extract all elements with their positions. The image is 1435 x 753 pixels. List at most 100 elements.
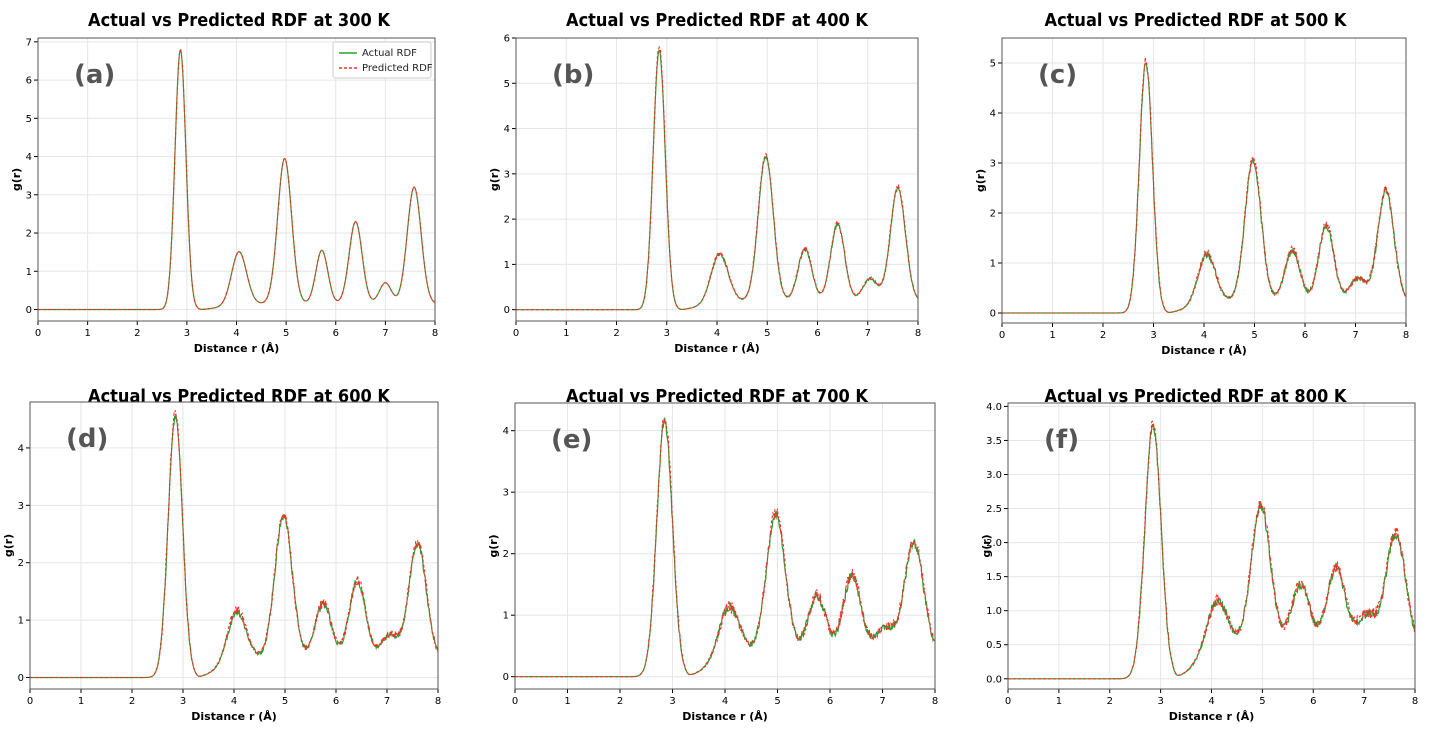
x-tick-label: 1 (564, 696, 570, 707)
y-tick-label: 4 (990, 109, 996, 120)
y-tick-label: 2 (18, 558, 24, 569)
y-tick-label: 4 (503, 426, 509, 437)
panel-tag: (a) (74, 60, 115, 90)
chart-title: Actual vs Predicted RDF at 700 K (566, 386, 868, 407)
y-tick-label: 1 (504, 260, 510, 271)
x-tick-label: 6 (1302, 330, 1308, 341)
x-tick-label: 4 (1208, 696, 1214, 707)
y-tick-label: 4 (18, 443, 24, 454)
x-tick-label: 1 (1056, 696, 1062, 707)
x-tick-label: 8 (915, 328, 921, 339)
x-tick-label: 8 (435, 696, 441, 707)
predicted-rdf-series (30, 410, 439, 679)
y-tick-label: 3 (990, 159, 996, 170)
chart-panel-c: Actual vs Predicted RDF at 500 K 0 1 2 3 4 5 6… (956, 0, 1435, 376)
x-tick-label: 7 (1352, 330, 1358, 341)
y-tick-label: 0 (26, 305, 32, 316)
x-tick-label: 3 (184, 328, 190, 339)
x-tick-label: 6 (1310, 696, 1316, 707)
y-tick-label: 0.0 (986, 674, 1002, 685)
x-tick-label: 1 (563, 328, 569, 339)
x-tick-label: 7 (865, 328, 871, 339)
x-tick-label: 6 (333, 696, 339, 707)
x-tick-label: 7 (384, 696, 390, 707)
x-tick-label: 1 (78, 696, 84, 707)
x-tick-label: 7 (879, 696, 885, 707)
chart-title: Actual vs Predicted RDF at 400 K (566, 10, 868, 31)
y-tick-label: 6 (26, 76, 32, 87)
x-axis-label: Distance r (Å) (194, 342, 280, 355)
x-tick-label: 2 (1107, 696, 1113, 707)
y-tick-label: 5 (504, 79, 510, 90)
x-tick-label: 4 (233, 328, 239, 339)
y-tick-label: 0 (18, 673, 24, 684)
y-tick-label: 3.0 (986, 470, 1002, 481)
y-tick-label: 2 (503, 549, 509, 560)
y-tick-label: 2.5 (986, 504, 1002, 515)
y-tick-label: 0 (990, 309, 996, 320)
y-tick-label: 6 (504, 34, 510, 45)
y-tick-label: 1 (503, 611, 509, 622)
plot-frame (1007, 402, 1416, 690)
x-axis-label: Distance r (Å) (682, 710, 768, 723)
y-tick-label: 0 (503, 672, 509, 683)
plot-frame (515, 37, 919, 322)
panel-tag: (e) (551, 425, 592, 455)
y-tick-label: 3 (503, 488, 509, 499)
legend-label-actual: Actual RDF (362, 48, 417, 59)
x-tick-label: 3 (1150, 330, 1156, 341)
y-tick-label: 2.0 (986, 538, 1002, 549)
x-tick-label: 6 (827, 696, 833, 707)
x-tick-label: 2 (617, 696, 623, 707)
y-tick-label: 5 (990, 59, 996, 70)
x-tick-label: 0 (513, 328, 519, 339)
x-tick-label: 2 (613, 328, 619, 339)
plot-frame (514, 402, 936, 690)
predicted-rdf-series (38, 49, 436, 311)
chart-panel-f: Actual vs Predicted RDF at 800 K 0 1 2 3 4 5 6… (956, 376, 1435, 753)
legend-label-predicted: Predicted RDF (362, 63, 433, 74)
x-tick-label: 0 (512, 696, 518, 707)
y-tick-label: 4 (504, 124, 510, 135)
x-tick-label: 1 (84, 328, 90, 339)
plot-frame (1001, 37, 1407, 324)
x-tick-label: 1 (1049, 330, 1055, 341)
chart-plot: 0 1 2 3 4 5 6 7 8 0 1 2 3 4 5 6 Distance r (Å) g(r) (b) (488, 34, 921, 356)
plot-frame (37, 37, 436, 322)
x-tick-label: 0 (1005, 696, 1011, 707)
chart-panel-b: Actual vs Predicted RDF at 400 K 0 1 2 3 4 5 6… (478, 0, 956, 376)
y-tick-label: 5 (26, 114, 32, 125)
chart-panel-e: Actual vs Predicted RDF at 700 K 0 1 2 3 4 5 6… (478, 376, 956, 753)
chart-plot: 0 1 2 3 4 5 6 7 8 0 1 2 3 4 Distance r (Å) g(r) (d) (2, 401, 441, 723)
y-tick-label: 2 (26, 229, 32, 240)
x-tick-label: 0 (35, 328, 41, 339)
predicted-rdf-series (515, 419, 935, 678)
y-tick-label: 1.5 (986, 572, 1002, 583)
y-tick-label: 7 (26, 37, 32, 48)
x-tick-label: 8 (1412, 696, 1418, 707)
x-tick-label: 5 (774, 696, 780, 707)
panel-tag: (d) (66, 424, 108, 454)
panel-tag: (f) (1044, 425, 1079, 455)
x-tick-label: 3 (180, 696, 186, 707)
x-tick-label: 8 (432, 328, 438, 339)
chart-plot: 0 1 2 3 4 5 6 7 8 0 1 2 3 4 5 Distance r (Å) g(r) (c) (974, 37, 1409, 357)
x-tick-label: 8 (932, 696, 938, 707)
x-tick-label: 4 (1201, 330, 1207, 341)
chart-title: Actual vs Predicted RDF at 500 K (1044, 10, 1347, 31)
y-tick-label: 3 (504, 169, 510, 180)
chart-panel-a: Actual vs Predicted RDF at 300 K 0 1 2 3 4 5 6… (0, 0, 478, 376)
y-tick-label: 4 (26, 152, 32, 163)
x-tick-label: 8 (1403, 330, 1409, 341)
y-tick-label: 1 (26, 267, 32, 278)
y-tick-label: 1 (18, 616, 24, 627)
x-tick-label: 5 (283, 328, 289, 339)
y-tick-label: 1.0 (986, 606, 1002, 617)
y-axis-label: g(r) (974, 169, 987, 192)
x-tick-label: 7 (1361, 696, 1367, 707)
predicted-rdf-series (516, 45, 919, 311)
x-tick-label: 5 (1259, 696, 1265, 707)
chart-plot: 0 1 2 3 4 5 6 7 8 0 1 2 3 4 5 6 7 Distance r (Å) g(r) (a) Ac… (10, 37, 438, 355)
y-tick-label: 3 (18, 501, 24, 512)
y-axis-label: g(r) (487, 534, 500, 557)
